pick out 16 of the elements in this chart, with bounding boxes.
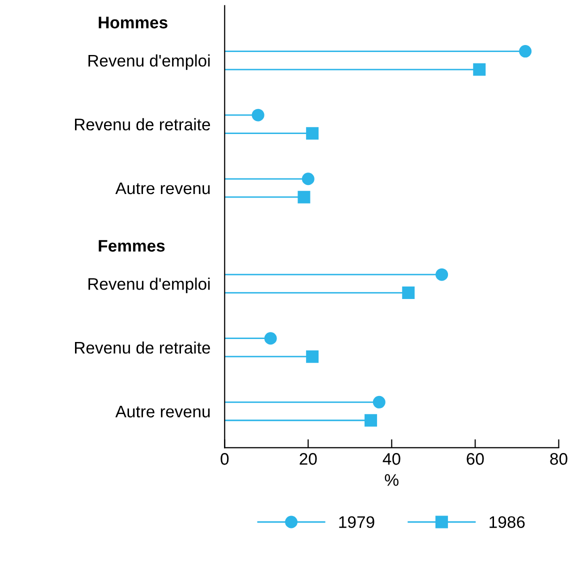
y-tick-label: Revenu d'emploi	[88, 278, 210, 294]
x-tick-label: 80	[550, 453, 568, 465]
x-tick-label: 20	[300, 453, 317, 465]
y-tick-label: Revenu de retraite	[75, 118, 210, 130]
y-tick-label: Revenu d'emploi	[88, 54, 210, 70]
x-tick-label: 60	[466, 453, 484, 465]
text: Femmes	[98, 240, 165, 252]
x-tick-label: 40	[382, 453, 400, 465]
x-tick-label: 0	[220, 453, 229, 465]
y-tick-label: Autre revenu	[115, 406, 210, 418]
x-axis-title: %	[384, 474, 398, 486]
legend-label: 1986	[490, 516, 525, 528]
legend-label: 1979	[339, 516, 374, 528]
y-tick-label: Autre revenu	[115, 182, 210, 194]
text: Hommes	[98, 16, 168, 28]
y-tick-label: Revenu de retraite	[75, 341, 210, 354]
